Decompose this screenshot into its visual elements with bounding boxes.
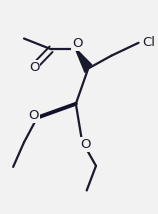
Text: O: O bbox=[81, 138, 91, 151]
Text: O: O bbox=[28, 109, 39, 122]
Text: O: O bbox=[29, 61, 39, 74]
Polygon shape bbox=[76, 49, 91, 73]
Text: Cl: Cl bbox=[142, 36, 155, 49]
Text: O: O bbox=[72, 37, 83, 50]
